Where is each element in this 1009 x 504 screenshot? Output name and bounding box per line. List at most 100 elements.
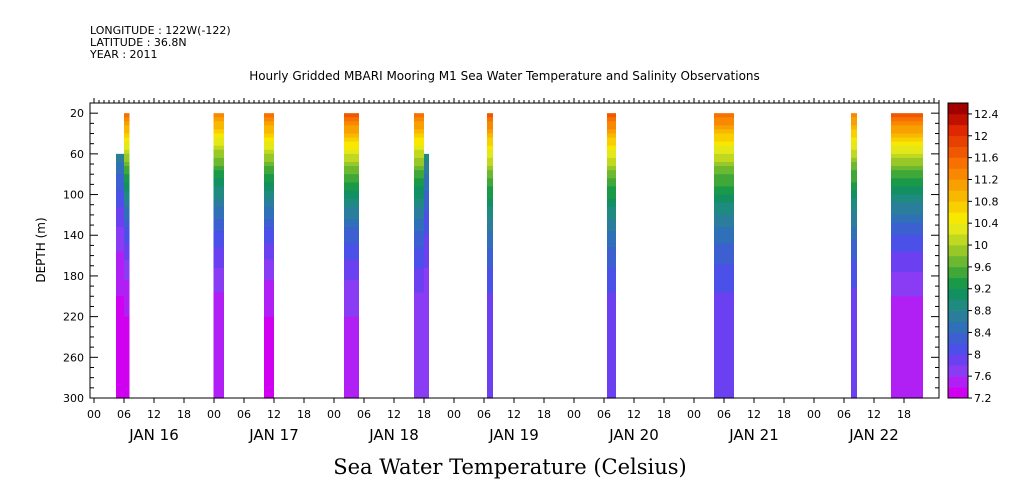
temperature-cell (714, 133, 734, 139)
temperature-cell (344, 210, 359, 216)
temperature-cell (116, 271, 124, 277)
temperature-cell (424, 153, 429, 159)
temperature-cell (424, 357, 429, 362)
profile-column (344, 113, 359, 399)
temperature-cell (124, 284, 130, 289)
temperature-cell (414, 166, 424, 171)
temperature-cell (124, 223, 130, 228)
temperature-cell (487, 324, 493, 330)
colorbar-swatch (948, 255, 968, 268)
temperature-cell (264, 336, 274, 342)
temperature-cell (424, 349, 429, 354)
temperature-cell (607, 235, 616, 240)
temperature-cell (891, 166, 923, 171)
temperature-cell (714, 365, 734, 371)
temperature-cell (124, 198, 130, 204)
temperature-cell (851, 324, 857, 330)
temperature-cell (213, 353, 224, 358)
temperature-cell (851, 393, 857, 399)
temperature-cell (124, 129, 130, 135)
temperature-cell (851, 353, 857, 358)
x-tick-label: 18 (777, 408, 791, 421)
temperature-cell (414, 353, 424, 358)
temperature-cell (213, 145, 224, 151)
temperature-cell (264, 194, 274, 200)
temperature-cell (264, 137, 274, 143)
temperature-cell (607, 174, 616, 179)
temperature-cell (344, 259, 359, 265)
temperature-cell (414, 349, 424, 354)
temperature-cell (414, 316, 424, 322)
temperature-cell (116, 361, 124, 367)
temperature-cell (714, 231, 734, 236)
temperature-cell (213, 288, 224, 293)
temperature-cell (264, 300, 274, 306)
temperature-cell (424, 300, 429, 306)
temperature-cell (264, 324, 274, 330)
temperature-cell (487, 190, 493, 196)
temperature-cell (124, 247, 130, 253)
temperature-cell (607, 324, 616, 330)
temperature-cell (414, 243, 424, 249)
x-axis-title: Sea Water Temperature (Celsius) (333, 455, 687, 479)
temperature-cell (714, 170, 734, 175)
temperature-cell (487, 284, 493, 289)
x-tick-label: 12 (387, 408, 401, 421)
temperature-cell (607, 271, 616, 277)
temperature-cell (714, 243, 734, 249)
temperature-cell (851, 166, 857, 171)
temperature-cell (116, 292, 124, 297)
colorbar-label: 12.4 (974, 108, 999, 121)
temperature-cell (414, 280, 424, 285)
x-tick-label: 00 (327, 408, 341, 421)
colorbar-frame (947, 102, 969, 399)
temperature-cell (344, 312, 359, 318)
temperature-cell (116, 267, 124, 273)
temperature-cell (714, 214, 734, 220)
temperature-cell (424, 186, 429, 192)
temperature-cell (607, 345, 616, 350)
temperature-cell (414, 267, 424, 273)
temperature-cell (607, 113, 616, 118)
temperature-cell (264, 357, 274, 362)
temperature-cell (264, 117, 274, 122)
temperature-cell (851, 345, 857, 350)
temperature-cell (264, 373, 274, 379)
x-tick-label: 18 (537, 408, 551, 421)
colorbar-swatch (948, 332, 968, 344)
temperature-cell (424, 336, 429, 342)
temperature-cell (116, 190, 124, 196)
temperature-cell (891, 304, 923, 310)
temperature-cell (414, 137, 424, 143)
temperature-cell (264, 316, 274, 322)
temperature-cell (714, 353, 734, 358)
temperature-cell (891, 117, 923, 122)
temperature-cell (213, 381, 224, 387)
temperature-cell (607, 377, 616, 383)
temperature-cell (851, 357, 857, 362)
temperature-cell (607, 292, 616, 297)
temperature-cell (264, 186, 274, 192)
temperature-cell (213, 369, 224, 375)
temperature-cell (124, 292, 130, 297)
temperature-cell (891, 170, 923, 175)
temperature-cell (116, 300, 124, 306)
x-tick-label: 00 (207, 408, 221, 421)
temperature-cell (116, 312, 124, 318)
temperature-cell (607, 385, 616, 391)
temperature-cell (424, 255, 429, 261)
temperature-cell (116, 284, 124, 289)
temperature-cell (264, 231, 274, 236)
temperature-cell (607, 206, 616, 212)
temperature-cell (264, 320, 274, 326)
temperature-cell (607, 267, 616, 273)
temperature-cell (344, 182, 359, 188)
temperature-cell (487, 182, 493, 188)
temperature-cell (124, 202, 130, 208)
colorbar-label: 7.2 (974, 392, 992, 405)
x-tick-label: 06 (237, 408, 251, 421)
colorbar-swatch (948, 201, 968, 213)
colorbar-label: 11.2 (974, 173, 999, 186)
colorbar-label: 8.4 (974, 326, 992, 339)
